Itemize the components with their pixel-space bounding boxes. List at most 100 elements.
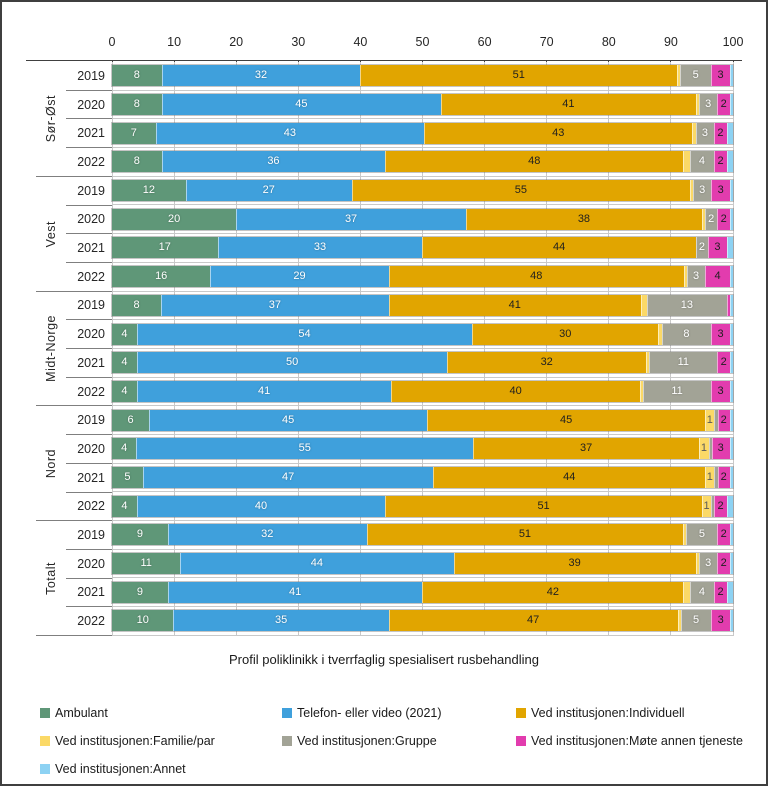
segment-value-label: 33	[313, 241, 327, 254]
segment-value-label: 36	[267, 155, 280, 168]
bar-segment-ved-institusjonen-individuell: 30	[472, 323, 659, 345]
bar-row-vest-2020: 20 37 38 2 2	[111, 205, 734, 235]
segment-value-label: 2	[717, 499, 724, 512]
segment-value-label: 32	[540, 356, 553, 369]
segment-value-label: 37	[268, 298, 282, 311]
legend-item-telefon-eller-video-2021: Telefon- eller video (2021)	[282, 704, 516, 721]
year-labels: 2019 2020 2021 2022	[66, 62, 112, 176]
segment-value-label: 6	[127, 413, 134, 426]
bar-segment-ved-institusjonen-m-te-annen-tjeneste: 2	[717, 466, 730, 488]
bar-segment-ved-institusjonen-individuell: 37	[472, 438, 700, 460]
bar-segment-telefon-eller-video-2021: 40	[136, 495, 386, 517]
segment-value-label: 16	[155, 270, 168, 283]
bar-segment-ved-institusjonen-annet	[729, 553, 733, 575]
segment-value-label: 41	[258, 384, 271, 397]
bar-segment-ved-institusjonen-gruppe: 11	[642, 380, 712, 402]
year-labels: 2019 2020 2021 2022	[66, 292, 112, 406]
bar-segment-ambulant: 9	[112, 524, 168, 546]
bar-row-midt-norge-2019: 8 37 41 13	[111, 292, 734, 321]
year-label: 2021	[66, 119, 112, 149]
bar-segment-ved-institusjonen-gruppe: 4	[689, 151, 715, 173]
bar-row-s-r-st-2022: 8 36 48 4 2	[111, 148, 734, 177]
bar-segment-ved-institusjonen-familie-par: 1	[705, 466, 715, 488]
segment-value-label: 2	[720, 98, 727, 111]
region-group-nord: Nord 2019 2020 2021 2022	[36, 406, 112, 522]
segment-value-label: 3	[717, 384, 724, 397]
bar-segment-ved-institusjonen-gruppe: 3	[686, 266, 706, 288]
bar-segment-ved-institusjonen-annet	[729, 266, 733, 288]
bar-segment-ved-institusjonen-individuell: 32	[447, 352, 647, 374]
year-label: 2021	[66, 579, 112, 608]
segment-value-label: 44	[310, 557, 324, 570]
bar-segment-ved-institusjonen-individuell: 45	[427, 409, 706, 431]
legend-label: Ved institusjonen:Individuell	[531, 705, 685, 720]
bar-segment-ved-institusjonen-familie-par: 1	[699, 438, 709, 460]
stacked-bar: 5 47 44 1 2	[111, 465, 734, 489]
bar-segment-ved-institusjonen-familie-par	[695, 553, 699, 575]
bar-segment-ved-institusjonen-individuell: 48	[385, 151, 684, 173]
bar-segment-ved-institusjonen-individuell: 51	[385, 495, 702, 517]
gridline	[670, 62, 672, 636]
segment-value-label: 27	[262, 184, 275, 197]
year-label: 2022	[77, 499, 105, 514]
bar-segment-ved-institusjonen-individuell: 48	[388, 266, 684, 288]
bar-segment-ved-institusjonen-individuell: 38	[465, 208, 702, 230]
segment-value-label: 37	[344, 212, 358, 225]
bar-segment-ambulant: 12	[112, 180, 186, 202]
axis-tick-label: 100	[722, 35, 744, 49]
segment-value-label: 2	[698, 241, 705, 254]
bar-segment-ambulant: 8	[112, 94, 162, 116]
axis-tick-label: 0	[108, 35, 116, 49]
bar-row-midt-norge-2021: 4 50 32 11 2	[111, 349, 734, 378]
bar-segment-ambulant: 17	[112, 237, 218, 259]
stacked-bar: 4 40 51 1 2	[111, 494, 734, 518]
segment-value-label: 12	[142, 184, 156, 197]
bar-segment-ved-institusjonen-individuell: 47	[388, 610, 678, 632]
bar-segment-ved-institusjonen-m-te-annen-tjeneste: 3	[708, 237, 727, 259]
bar-segment-ved-institusjonen-gruppe: 8	[661, 323, 712, 345]
segment-value-label: 48	[528, 155, 541, 168]
legend-marker-icon	[282, 735, 292, 746]
year-label: 2022	[77, 384, 105, 399]
bar-segment-ved-institusjonen-individuell: 51	[360, 65, 678, 87]
bar-segment-ved-institusjonen-gruppe: 5	[680, 610, 712, 632]
bar-segment-ved-institusjonen-familie-par	[683, 524, 687, 546]
year-label: 2021	[66, 464, 112, 493]
segment-value-label: 20	[167, 212, 181, 225]
bar-segment-ved-institusjonen-m-te-annen-tjeneste: 3	[711, 323, 730, 345]
segment-value-label: 47	[527, 614, 540, 627]
bar-segment-ved-institusjonen-familie-par	[658, 323, 662, 345]
segment-value-label: 5	[692, 69, 699, 82]
bar-segment-ved-institusjonen-familie-par	[677, 610, 681, 632]
bar-segment-ved-institusjonen-m-te-annen-tjeneste: 3	[711, 438, 730, 460]
bar-segment-ved-institusjonen-gruppe: 3	[695, 122, 715, 144]
bar-segment-ved-institusjonen-familie-par	[639, 380, 643, 402]
bar-segment-telefon-eller-video-2021: 44	[180, 553, 454, 575]
segment-value-label: 2	[717, 155, 724, 168]
segment-value-label: 51	[512, 69, 525, 82]
bar-row-totalt-2019: 9 32 51 5 2	[111, 521, 734, 550]
bar-segment-ved-institusjonen-m-te-annen-tjeneste: 2	[717, 524, 730, 546]
bar-segment-ved-institusjonen-gruppe: 4	[689, 581, 715, 603]
bar-segment-ved-institusjonen-individuell: 55	[351, 180, 690, 202]
axis-tick-label: 80	[601, 35, 616, 49]
stacked-bar: 6 45 45 1 2	[111, 408, 734, 432]
segment-value-label: 3	[717, 69, 724, 82]
bar-segment-ambulant: 6	[112, 409, 150, 431]
bar-segment-ved-institusjonen-familie-par	[646, 352, 650, 374]
bar-segment-ambulant: 4	[112, 438, 137, 460]
segment-value-label: 4	[698, 585, 705, 598]
bar-segment-ved-institusjonen-m-te-annen-tjeneste: 2	[717, 352, 730, 374]
year-label: 2020	[66, 206, 112, 235]
segment-value-label: 44	[552, 241, 566, 254]
segment-value-label: 11	[671, 384, 683, 397]
region-label-text: Midt-Norge	[44, 315, 58, 382]
year-label: 2019	[66, 521, 112, 550]
legend-item-ambulant: Ambulant	[40, 704, 282, 721]
bar-segment-ved-institusjonen-familie-par	[640, 294, 647, 316]
segment-value-label: 2	[720, 470, 727, 483]
year-label: 2021	[66, 234, 112, 263]
legend-label: Ved institusjonen:Annet	[55, 761, 186, 776]
segment-value-label: 1	[706, 413, 713, 426]
legend-marker-icon	[40, 735, 50, 746]
